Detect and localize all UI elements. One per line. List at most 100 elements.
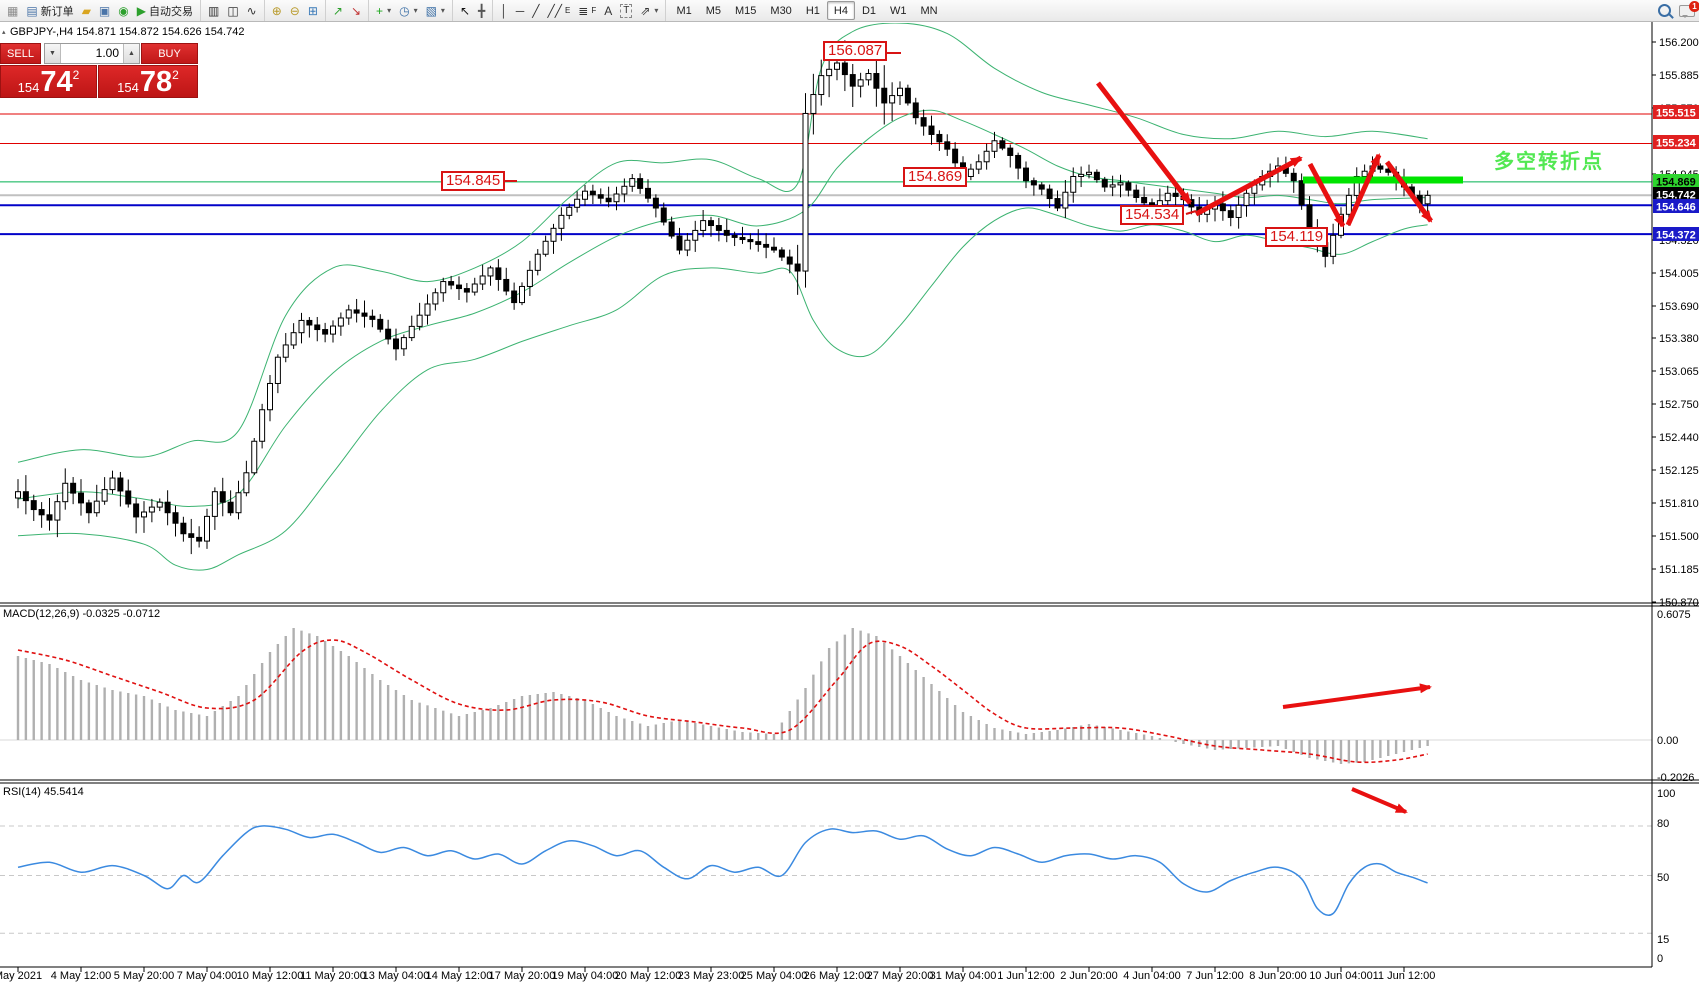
signal-icon[interactable]: ◉: [114, 1, 132, 20]
timeframe-m5[interactable]: M5: [705, 4, 721, 17]
candle: [1345, 194, 1352, 215]
search-icon[interactable]: [1658, 4, 1671, 17]
timeframe-d1[interactable]: D1: [861, 4, 876, 17]
timeframe-m30[interactable]: M30: [770, 4, 792, 17]
price-badge: 154.869: [1656, 177, 1696, 189]
candle: [715, 225, 722, 231]
candle: [15, 491, 21, 499]
new-order-button[interactable]: ▤ 新订单: [22, 1, 77, 20]
timeframe-m15[interactable]: M15: [735, 4, 757, 17]
text-button[interactable]: A: [600, 1, 616, 20]
arrows-button[interactable]: ⇗ ▾: [636, 1, 662, 20]
time-label: 23 May 23:00: [677, 970, 745, 982]
candle: [54, 501, 61, 521]
candle: [188, 533, 195, 538]
pivot-green-bar[interactable]: [1303, 176, 1463, 184]
rsi-tick: 50: [1657, 872, 1669, 884]
price-label-154869[interactable]: 154.869: [903, 167, 968, 187]
candle: [251, 440, 258, 474]
auto-trading-button[interactable]: ▶ 自动交易: [133, 1, 197, 20]
periods-clock-button[interactable]: ◷ ▾: [395, 1, 422, 20]
crosshair-button[interactable]: ╋: [474, 1, 489, 20]
candle: [983, 150, 990, 163]
rsi-arrow[interactable]: [1351, 787, 1408, 814]
candle: [1290, 172, 1297, 182]
line-chart-button[interactable]: ∿: [243, 1, 261, 20]
candle: [1015, 154, 1022, 169]
candle: [306, 319, 313, 326]
bar-chart-button[interactable]: ▥: [204, 1, 223, 20]
terminal-icon[interactable]: ▣: [95, 1, 114, 20]
zoom-out-button[interactable]: ⊖: [286, 1, 304, 20]
candlestick-chart-glyph: ◫: [227, 3, 239, 18]
price-tick: 151.810: [1659, 498, 1699, 510]
vertical-line-button[interactable]: │: [496, 1, 512, 20]
candle: [566, 206, 573, 216]
chat-icon[interactable]: 1: [1679, 0, 1699, 18]
candle: [629, 178, 636, 187]
chat-badge: 1: [1689, 0, 1699, 12]
time-label: 11 May 20:00: [300, 970, 366, 982]
mt-logo-icon[interactable]: ▦: [3, 1, 22, 20]
macd-arrow[interactable]: [1282, 683, 1432, 709]
equidistant-channel-button[interactable]: ╱╱ E: [547, 3, 571, 18]
price-tick: 155.885: [1659, 70, 1699, 82]
sell-price-panel[interactable]: 154 74 2: [0, 65, 97, 98]
price-label-154534[interactable]: 154.534: [1120, 205, 1185, 225]
zoom-in-button[interactable]: ⊕: [268, 1, 286, 20]
trend-arrow[interactable]: [1345, 153, 1382, 227]
trendline-button[interactable]: ╱: [528, 1, 543, 20]
candle: [857, 79, 864, 87]
indicators-add-button[interactable]: + ▾: [372, 1, 395, 20]
buy-price-panel[interactable]: 154 78 2: [98, 65, 198, 98]
volume-down-button[interactable]: ▼: [45, 44, 61, 63]
candle: [46, 514, 53, 521]
trend-arrow[interactable]: [1384, 160, 1434, 223]
candle: [542, 240, 549, 255]
candle: [897, 87, 903, 97]
timeframe-mn[interactable]: MN: [920, 4, 938, 17]
timeframe-h4[interactable]: H4: [826, 1, 855, 20]
trend-arrow[interactable]: [1096, 81, 1192, 205]
volume-input[interactable]: 1.00: [95, 46, 119, 60]
price-label-154119[interactable]: 154.119: [1265, 227, 1329, 247]
price-label-154845[interactable]: 154.845: [441, 171, 506, 191]
trend-arrow[interactable]: [1307, 162, 1346, 228]
volume-up-button[interactable]: ▲: [123, 44, 139, 63]
timeframe-m1[interactable]: M1: [676, 4, 692, 17]
chart-shift-button[interactable]: ↗: [329, 1, 347, 20]
cursor-button[interactable]: ↖: [456, 1, 474, 20]
horizontal-line-glyph: ─: [515, 3, 525, 18]
macd-tick: 0.00: [1657, 735, 1678, 747]
candle: [944, 141, 951, 150]
trend-arrow[interactable]: [1194, 155, 1303, 217]
candle: [1141, 197, 1148, 204]
buy-button[interactable]: BUY: [141, 43, 198, 64]
fibonacci-button[interactable]: ≣ F: [578, 3, 597, 18]
candle: [267, 382, 273, 411]
candle: [676, 235, 683, 251]
timeframe-w1[interactable]: W1: [890, 4, 907, 17]
text-label-button[interactable]: T: [616, 1, 636, 20]
horizontal-line-button[interactable]: ─: [512, 1, 529, 20]
tile-windows-button[interactable]: ⊞: [304, 1, 322, 20]
candle: [1030, 180, 1037, 186]
candle: [747, 239, 754, 243]
candle: [999, 140, 1006, 149]
gold-icon[interactable]: ▰: [78, 1, 95, 20]
price-badge-bg: [1653, 227, 1699, 241]
chart-autoscroll-button[interactable]: ↘: [347, 1, 365, 20]
pivot-point-text[interactable]: 多空转折点: [1494, 151, 1604, 173]
buy-price-sup: 2: [172, 68, 179, 82]
templates-button[interactable]: ▧ ▾: [422, 1, 449, 20]
candle: [841, 62, 848, 76]
candlestick-chart-button[interactable]: ◫: [223, 1, 242, 20]
sell-button[interactable]: SELL: [0, 43, 41, 64]
candle: [180, 522, 187, 535]
timeframe-h1[interactable]: H1: [805, 4, 820, 17]
price-label-156087[interactable]: 156.087: [823, 41, 888, 61]
arrows-glyph: ⇗: [640, 3, 651, 18]
candle: [1062, 191, 1069, 209]
candle: [196, 536, 203, 542]
